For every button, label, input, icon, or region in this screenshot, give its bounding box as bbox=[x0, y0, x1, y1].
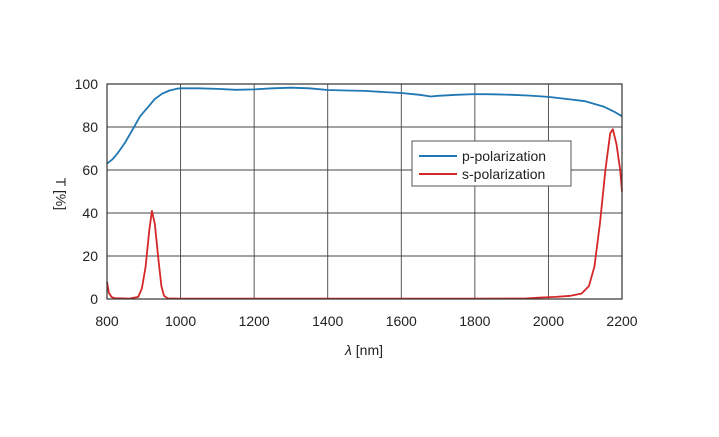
x-tick-label-2200: 2200 bbox=[606, 313, 637, 329]
grid bbox=[107, 84, 622, 299]
series-lines bbox=[106, 86, 623, 300]
y-tick-label-80: 80 bbox=[82, 119, 98, 135]
legend-label-p: p-polarization bbox=[462, 148, 546, 164]
x-axis-unit: [nm] bbox=[352, 342, 383, 358]
x-tick-label-1000: 1000 bbox=[165, 313, 196, 329]
x-tick-label-1200: 1200 bbox=[239, 313, 270, 329]
y-axis-title: T [%] bbox=[53, 178, 69, 210]
y-tick-label-60: 60 bbox=[82, 162, 98, 178]
plot-frame bbox=[106, 83, 623, 300]
y-tick-label-20: 20 bbox=[82, 248, 98, 264]
x-tick-label-1800: 1800 bbox=[459, 313, 490, 329]
legend-label-s: s-polarization bbox=[462, 166, 545, 182]
x-tick-label-800: 800 bbox=[95, 313, 119, 329]
x-tick-label-1400: 1400 bbox=[312, 313, 343, 329]
x-tick-labels: 800 1000 1200 1400 1600 1800 2000 2200 bbox=[95, 313, 637, 329]
legend: p-polarization s-polarization bbox=[411, 140, 572, 187]
legend-box bbox=[411, 140, 572, 187]
x-axis-symbol: λ bbox=[344, 342, 352, 358]
y-tick-label-40: 40 bbox=[82, 205, 98, 221]
x-axis-title: λ [nm] bbox=[344, 342, 383, 358]
y-tick-label-0: 0 bbox=[90, 291, 98, 307]
x-tick-label-2000: 2000 bbox=[533, 313, 564, 329]
series-line-p-polarization bbox=[106, 86, 623, 165]
x-tick-label-1600: 1600 bbox=[386, 313, 417, 329]
y-tick-label-100: 100 bbox=[75, 76, 99, 92]
y-tick-labels: 0 20 40 60 80 100 bbox=[75, 76, 99, 307]
